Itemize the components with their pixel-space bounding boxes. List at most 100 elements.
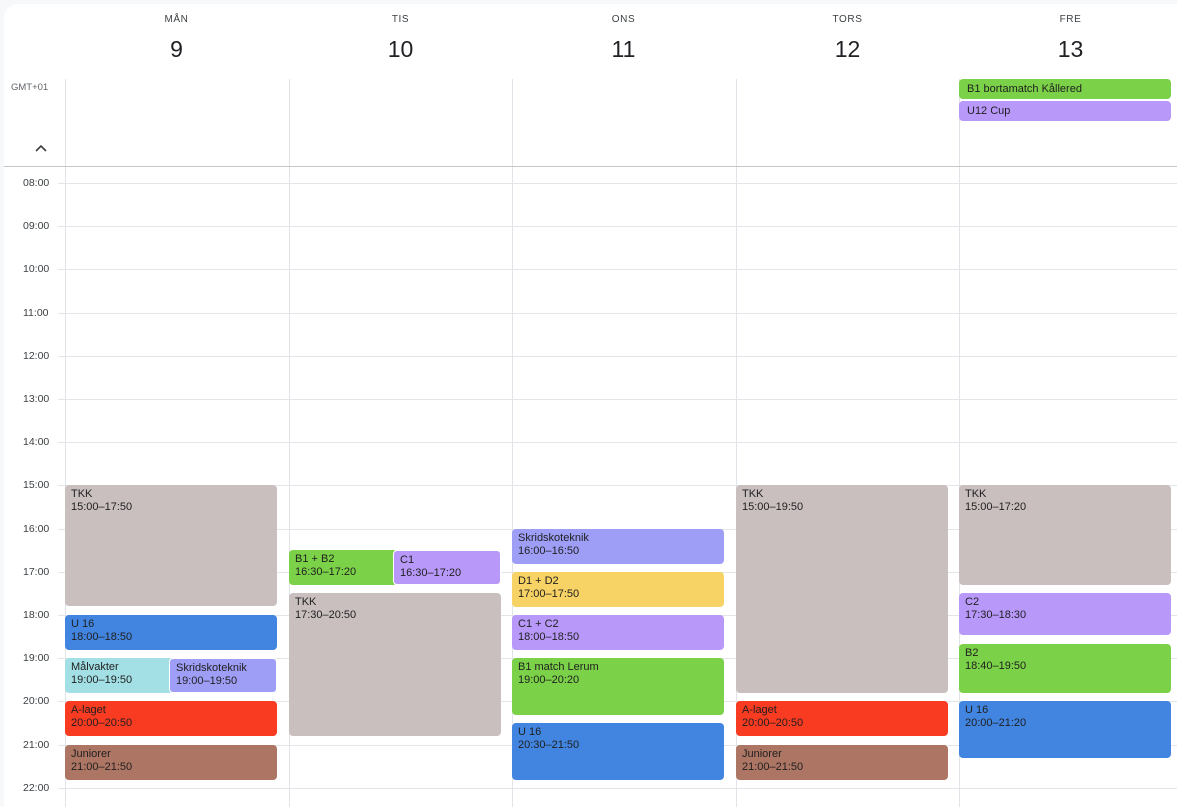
event-time: 20:00–21:20 <box>965 717 1027 729</box>
event-title: TKK <box>965 488 987 500</box>
calendar-week-view: MÅN 9 TIS 10 ONS 11 TORS 12 FRE 13 GMT+01 08:00 09… <box>4 4 1177 807</box>
event-title: U 16 <box>71 618 95 630</box>
event-title: D1 + D2 <box>518 575 559 587</box>
calendar-event[interactable]: C1 + C2 18:00–18:50 <box>512 615 724 650</box>
calendar-event[interactable]: TKK 15:00–19:50 <box>736 485 948 693</box>
day-number[interactable]: 13 <box>1057 36 1084 62</box>
event-title: A-laget <box>742 704 777 716</box>
hour-label: 19:00 <box>23 652 50 664</box>
day-name: ONS <box>611 14 636 25</box>
event-time: 20:00–20:50 <box>742 717 804 729</box>
calendar-event[interactable]: U 16 20:30–21:50 <box>512 723 724 780</box>
event-title: C1 <box>400 554 415 566</box>
hour-label: 09:00 <box>23 220 50 232</box>
hour-gridline <box>58 399 1177 400</box>
column-divider <box>512 79 513 807</box>
event-time: 20:30–21:50 <box>518 739 580 751</box>
calendar-event[interactable]: TKK 17:30–20:50 <box>289 593 501 736</box>
hour-gridline <box>58 356 1177 357</box>
all-day-separator <box>4 166 1177 167</box>
event-time: 15:00–17:50 <box>71 501 133 513</box>
event-time: 17:30–18:30 <box>965 609 1027 621</box>
event-time: 18:40–19:50 <box>965 660 1027 672</box>
calendar-event[interactable]: C1 16:30–17:20 <box>393 550 501 585</box>
event-title: Skridskoteknik <box>176 662 247 674</box>
all-day-event[interactable]: B1 bortamatch Kållered <box>959 79 1171 99</box>
event-title: TKK <box>71 488 93 500</box>
all-day-event[interactable]: U12 Cup <box>959 101 1171 121</box>
hour-label: 14:00 <box>23 436 50 448</box>
hour-label: 11:00 <box>23 307 49 319</box>
hour-label: 15:00 <box>23 479 50 491</box>
event-title: Juniorer <box>742 748 782 760</box>
calendar-event[interactable]: Målvakter 19:00–19:50 <box>65 658 173 693</box>
calendar-event[interactable]: Skridskoteknik 16:00–16:50 <box>512 529 724 564</box>
column-divider <box>65 79 66 807</box>
day-number[interactable]: 9 <box>170 36 183 62</box>
event-time: 19:00–20:20 <box>518 674 580 686</box>
calendar-event[interactable]: A-laget 20:00–20:50 <box>736 701 948 736</box>
calendar-event[interactable]: TKK 15:00–17:50 <box>65 485 277 606</box>
event-time: 18:00–18:50 <box>518 631 580 643</box>
event-title: B1 + B2 <box>295 553 335 565</box>
calendar-event[interactable]: Juniorer 21:00–21:50 <box>736 745 948 780</box>
timezone-label: GMT+01 <box>11 82 49 93</box>
hour-label: 22:00 <box>23 782 50 794</box>
calendar-event[interactable]: A-laget 20:00–20:50 <box>65 701 277 736</box>
chevron-up-icon <box>35 144 47 152</box>
hour-gridline <box>58 269 1177 270</box>
event-time: 17:00–17:50 <box>518 588 580 600</box>
event-time: 16:30–17:20 <box>295 566 357 578</box>
event-time: 16:30–17:20 <box>400 567 462 579</box>
calendar-event[interactable]: C2 17:30–18:30 <box>959 593 1171 635</box>
day-number[interactable]: 12 <box>834 36 861 62</box>
event-time: 15:00–19:50 <box>742 501 804 513</box>
day-name: MÅN <box>164 14 189 25</box>
hour-gridline <box>58 226 1177 227</box>
collapse-all-day-button[interactable] <box>30 137 52 159</box>
calendar-event[interactable]: B1 + B2 16:30–17:20 <box>289 550 397 585</box>
event-title: U 16 <box>965 704 989 716</box>
calendar-event[interactable]: U 16 20:00–21:20 <box>959 701 1171 758</box>
calendar-event[interactable]: U 16 18:00–18:50 <box>65 615 277 650</box>
hour-label: 17:00 <box>23 566 50 578</box>
event-title: C1 + C2 <box>518 618 559 630</box>
hour-label: 10:00 <box>23 263 50 275</box>
day-name: FRE <box>1059 14 1082 25</box>
calendar-event[interactable]: D1 + D2 17:00–17:50 <box>512 572 724 607</box>
hour-label: 13:00 <box>23 393 50 405</box>
event-title: U 16 <box>518 726 542 738</box>
column-divider <box>289 79 290 807</box>
hour-gridline <box>58 313 1177 314</box>
event-title: B1 match Lerum <box>518 661 599 673</box>
day-number[interactable]: 11 <box>611 36 636 62</box>
calendar-event[interactable]: B1 match Lerum 19:00–20:20 <box>512 658 724 715</box>
calendar-event[interactable]: Skridskoteknik 19:00–19:50 <box>169 658 277 693</box>
event-title: B2 <box>965 647 979 659</box>
day-number[interactable]: 10 <box>387 36 414 62</box>
hour-gridline <box>58 485 1177 486</box>
event-time: 18:00–18:50 <box>71 631 133 643</box>
calendar-event[interactable]: B2 18:40–19:50 <box>959 644 1171 693</box>
event-time: 17:30–20:50 <box>295 609 357 621</box>
calendar-event[interactable]: TKK 15:00–17:20 <box>959 485 1171 585</box>
event-time: 20:00–20:50 <box>71 717 133 729</box>
hour-label: 20:00 <box>23 695 50 707</box>
day-name: TIS <box>391 14 410 25</box>
event-time: 16:00–16:50 <box>518 545 580 557</box>
event-time: 21:00–21:50 <box>742 761 804 773</box>
event-time: 19:00–19:50 <box>176 675 238 687</box>
hour-label: 12:00 <box>23 350 50 362</box>
event-time: 15:00–17:20 <box>965 501 1027 513</box>
event-title: Juniorer <box>71 748 111 760</box>
event-title: C2 <box>965 596 980 608</box>
event-title: TKK <box>742 488 764 500</box>
hour-label: 16:00 <box>23 523 50 535</box>
calendar-event[interactable]: Juniorer 21:00–21:50 <box>65 745 277 780</box>
event-title: Skridskoteknik <box>518 532 589 544</box>
event-time: 21:00–21:50 <box>71 761 133 773</box>
hour-gridline <box>58 442 1177 443</box>
event-title: TKK <box>295 596 317 608</box>
event-time: 19:00–19:50 <box>71 674 133 686</box>
event-title: Målvakter <box>71 661 119 673</box>
